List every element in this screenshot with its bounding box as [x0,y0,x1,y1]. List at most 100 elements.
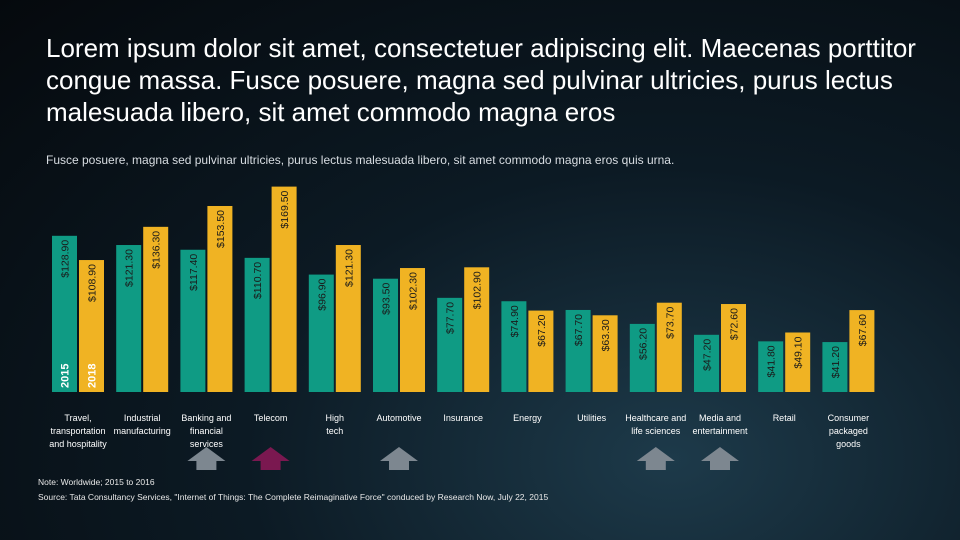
bar-2018 [207,205,233,392]
bar-2018 [79,260,104,392]
bar-value-label: $77.70 [445,302,457,334]
chart-subtitle: Fusce posuere, magna sed pulvinar ultric… [46,153,675,167]
category-label: services [190,439,224,449]
bar-value-label: $108.90 [87,264,99,302]
category-label: Insurance [443,413,483,423]
bar-value-label: $102.90 [472,271,484,309]
bar-group: $96.90 $121.30 High tech [308,245,361,436]
chart-source: Source: Tata Consultancy Services, "Inte… [38,492,549,502]
category-label: entertainment [692,426,748,436]
up-arrow-icon [701,447,739,470]
bar-2015 [116,245,142,392]
bar-value-label: $102.30 [408,272,420,310]
category-label: financial [190,426,223,436]
category-label: packaged [829,426,868,436]
bar-group: $110.70 $169.50 Telecom [244,186,297,423]
bar-value-label: $56.20 [637,328,649,360]
bar-value-label: $136.30 [151,231,163,269]
bar-2015 [694,334,719,392]
category-label: Utilities [577,413,607,423]
category-label: life sciences [631,426,681,436]
bar-group: $74.90 $67.20 Energy [501,301,554,423]
bar-value-label: $47.20 [702,339,714,371]
bar-value-label: $117.40 [188,254,200,291]
bar-value-label: $63.30 [600,319,612,351]
category-label: Energy [513,413,542,423]
bar-group: $67.70 $63.30 Utilities [565,309,618,423]
bar-group: $117.40 $153.50 Banking and financial servic… [180,205,233,449]
category-label: Industrial [124,413,161,423]
category-label: Travel, [64,413,91,423]
category-label: Automotive [376,413,421,423]
category-label: Telecom [254,413,288,423]
category-label: High [326,413,345,423]
bar-2015 [629,323,655,392]
bar-value-label: $128.90 [60,240,72,278]
bar-value-label: $169.50 [279,190,291,228]
page-title: Lorem ipsum dolor sit amet, consectetuer… [46,33,916,127]
bar-2018 [785,332,811,392]
up-arrow-icon [636,447,675,470]
bar-2015 [52,235,77,392]
bar-value-label: $93.50 [381,283,393,315]
bar-value-label: $72.60 [729,308,741,340]
bar-value-label: $41.20 [830,346,842,378]
bar-2015 [437,297,463,392]
bar-value-label: $110.70 [252,262,264,299]
bar-2018 [528,310,554,392]
bar-2015 [180,249,206,392]
bar-group: $56.20 $73.70 Healthcare and life sciences [625,302,686,436]
bar-value-label: $73.70 [664,307,676,339]
bar-value-label: $74.90 [509,305,521,337]
bar-group: $121.30 $136.30 Industrial manufacturing [114,226,171,436]
bar-2018 [335,245,361,392]
category-label: Healthcare and [625,413,686,423]
bar-value-label: $96.90 [316,278,328,310]
category-label: and hospitality [49,439,107,449]
bar-group: $47.20 $72.60 Media and entertainment [692,304,748,436]
category-label: Retail [773,413,796,423]
bar-2015 [373,278,398,392]
bar-2018 [464,267,490,392]
legend-label-2018: 2018 [87,364,99,388]
bar-chart: $128.90 $108.90 Travel, transportation and h… [49,186,875,470]
bar-2015 [565,309,591,392]
bar-2018 [400,268,425,392]
bar-value-label: $67.20 [536,314,548,346]
bar-2015 [244,257,270,392]
bar-group: $93.50 $102.30 Automotive [373,268,425,423]
bar-group: $41.80 $49.10 Retail [758,332,811,423]
bar-group: $77.70 $102.90 Insurance [437,267,490,423]
bar-value-label: $121.30 [124,249,136,287]
up-arrow-icon [251,447,290,470]
bar-2015 [308,274,334,392]
bar-value-label: $41.80 [766,345,778,377]
category-label: Banking and [181,413,231,423]
bar-2018 [721,304,746,392]
chart-note: Note: Worldwide; 2015 to 2016 [38,477,155,487]
legend-label-2015: 2015 [60,364,72,388]
category-label: manufacturing [114,426,171,436]
bar-value-label: $67.70 [573,314,585,346]
up-arrow-icon [187,447,226,470]
bar-value-label: $67.60 [857,314,869,346]
category-label: goods [836,439,861,449]
bar-2018 [656,302,682,392]
bar-2015 [822,342,848,392]
category-label: transportation [50,426,105,436]
bar-2015 [501,301,527,392]
bar-2015 [758,341,784,392]
category-label: Consumer [828,413,870,423]
bar-group: $41.20 $67.60 Consumer packaged goods [822,310,875,449]
bar-value-label: $49.10 [793,336,805,368]
bar-2018 [849,310,875,392]
bar-value-label: $153.50 [215,210,227,248]
category-label: tech [326,426,343,436]
bar-group: $128.90 $108.90 Travel, transportation and h… [49,235,107,449]
bar-2018 [143,226,169,392]
bar-2018 [592,315,618,392]
bar-value-label: $121.30 [343,249,355,287]
category-label: Media and [699,413,741,423]
bar-2018 [271,186,297,392]
up-arrow-icon [380,447,418,470]
